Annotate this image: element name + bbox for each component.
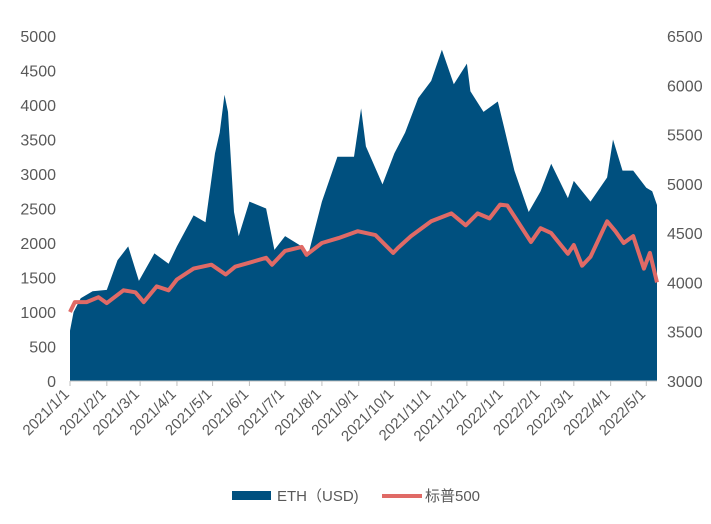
eth-area-series [70, 49, 657, 382]
legend-eth-swatch [232, 491, 271, 500]
y-left-tick-label: 3500 [20, 133, 56, 150]
legend: ETH（USD) 标普500 [232, 488, 480, 505]
y-left-tick-label: 1000 [20, 305, 56, 322]
sp500-line [68, 202, 659, 313]
x-axis: 2021/1/12021/2/12021/3/12021/4/12021/5/1… [20, 380, 657, 445]
sp500-line-series [68, 202, 659, 313]
y-right-tick-label: 3500 [667, 325, 703, 342]
y-right-tick-label: 4000 [667, 275, 703, 292]
y-right-tick-label: 6000 [667, 78, 703, 95]
legend-sp500-label: 标普500 [425, 488, 480, 505]
y-left-tick-label: 2500 [20, 202, 56, 219]
eth-area [70, 49, 657, 382]
y-left-tick-label: 2000 [20, 236, 56, 253]
y-axis-left: 0 500 1000 1500 2000 2500 3000 3500 4000 4500 5000 [20, 29, 56, 391]
y-right-tick-label: 5500 [667, 128, 703, 145]
y-right-tick-label: 5000 [667, 177, 703, 194]
y-right-tick-label: 6500 [667, 29, 703, 46]
y-right-tick-label: 4500 [667, 226, 703, 243]
y-left-tick-label: 5000 [20, 29, 56, 46]
y-left-tick-label: 4000 [20, 98, 56, 115]
y-left-tick-label: 0 [47, 374, 56, 391]
y-left-tick-label: 4500 [20, 64, 56, 81]
legend-eth-label: ETH（USD) [277, 488, 359, 505]
y-axis-right: 3000 3500 4000 4500 5000 5500 6000 6500 [667, 29, 703, 391]
y-right-tick-label: 3000 [667, 374, 703, 391]
y-left-tick-label: 3000 [20, 167, 56, 184]
y-left-tick-label: 1500 [20, 271, 56, 288]
y-left-tick-label: 500 [29, 340, 56, 357]
